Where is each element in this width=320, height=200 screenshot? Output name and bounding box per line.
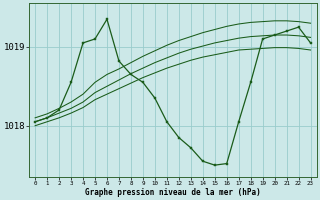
X-axis label: Graphe pression niveau de la mer (hPa): Graphe pression niveau de la mer (hPa): [85, 188, 261, 197]
